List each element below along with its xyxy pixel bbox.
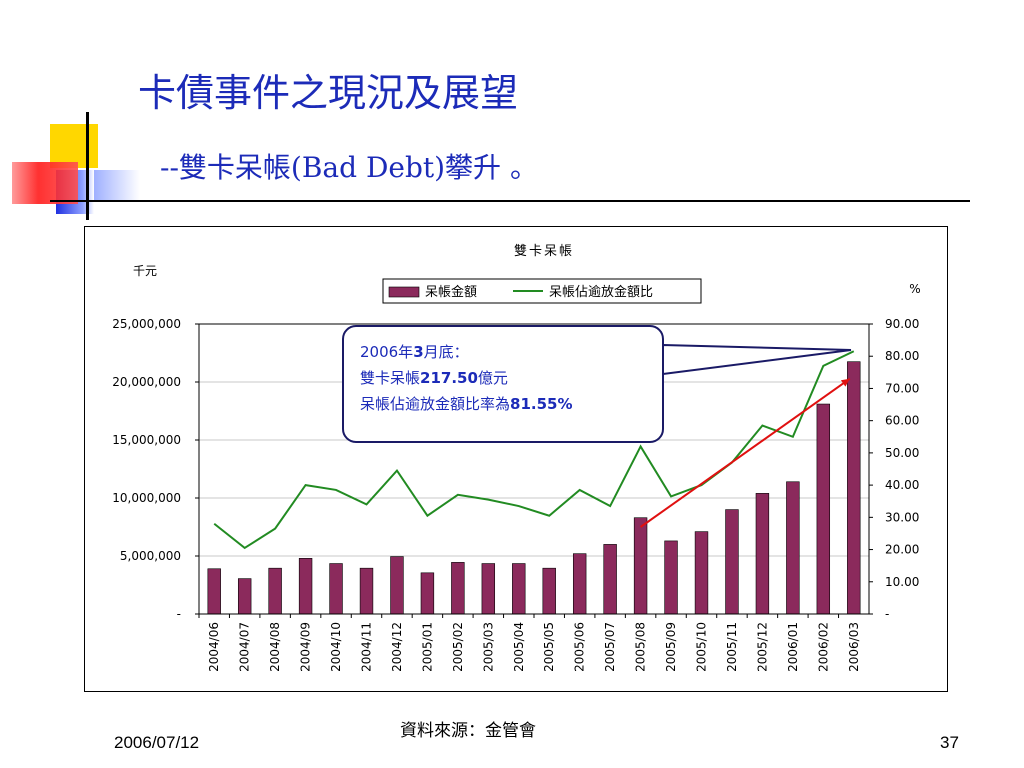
- left-tick-label: 10,000,000: [112, 491, 181, 505]
- slide-subtitle: --雙卡呆帳(Bad Debt)攀升 。: [160, 151, 538, 184]
- left-tick-label: 15,000,000: [112, 433, 181, 447]
- x-tick-label: 2005/09: [664, 622, 678, 672]
- x-tick-label: 2004/06: [207, 622, 221, 672]
- bar: [329, 563, 343, 615]
- bar: [390, 556, 404, 615]
- footer-date: 2006/07/12: [114, 733, 200, 752]
- chart-title: 雙卡呆帳: [514, 244, 574, 259]
- callout-text: 雙卡呆帳: [360, 369, 421, 387]
- source-note: 資料來源：金管會: [400, 721, 536, 741]
- left-axis-unit: 千元: [133, 264, 157, 278]
- arrow-layer: [640, 377, 851, 528]
- right-tick-label: 60.00: [885, 414, 919, 428]
- right-tick-label: 90.00: [885, 317, 919, 331]
- page-number: 37: [940, 733, 959, 752]
- chart-frame: - 5,000,000 10,000,000 15,000,000 20,000,000…: [84, 226, 948, 692]
- trend-arrow: [640, 377, 851, 528]
- right-tick-label: 70.00: [885, 381, 919, 395]
- x-tick-label: 2005/10: [695, 622, 709, 672]
- bar: [816, 403, 831, 615]
- callout-text: 2006年: [360, 343, 414, 361]
- bar: [664, 540, 678, 615]
- deco-yellow-square: [50, 124, 98, 168]
- bar: [512, 563, 526, 615]
- annotation-callout: 2006年3月底： 雙卡呆帳217.50億元 呆帳佔逾放金額比率為81.55%: [342, 325, 664, 443]
- callout-text: 81.55%: [510, 395, 573, 413]
- bar: [847, 361, 861, 615]
- legend-label-bar: 呆帳金額: [425, 284, 477, 300]
- x-tick-label: 2004/07: [238, 622, 252, 672]
- right-tick-label: -: [885, 607, 889, 621]
- x-tick-label: 2005/03: [481, 622, 495, 672]
- ratio-line: [213, 350, 855, 550]
- right-tick-label: 80.00: [885, 349, 919, 363]
- bar: [451, 562, 465, 615]
- x-tick-label: 2006/02: [816, 622, 830, 672]
- x-tick-label: 2006/03: [847, 622, 861, 672]
- line-layer: [213, 343, 855, 550]
- bar: [420, 572, 435, 615]
- tick-layer: - 5,000,000 10,000,000 15,000,000 20,000,000…: [112, 317, 919, 672]
- x-tick-label: 2005/04: [512, 622, 526, 672]
- bar: [481, 563, 496, 615]
- callout-line-ratio: 呆帳佔逾放金額比率為81.55%: [360, 391, 662, 417]
- callout-text: 月底：: [423, 343, 469, 361]
- slide-title: 卡債事件之現況及展望: [138, 71, 519, 115]
- bar: [268, 567, 282, 615]
- x-tick-label: 2005/05: [542, 622, 556, 672]
- right-tick-label: 20.00: [885, 543, 919, 557]
- x-tick-label: 2006/01: [786, 622, 800, 672]
- bar: [786, 481, 800, 615]
- x-tick-label: 2004/12: [390, 622, 404, 672]
- right-axis-unit: %: [909, 282, 920, 296]
- right-tick-label: 10.00: [885, 575, 919, 589]
- bar: [755, 493, 770, 615]
- callout-text: 呆帳佔逾放金額比率為: [360, 395, 511, 413]
- bar: [694, 531, 709, 615]
- bar: [207, 568, 221, 615]
- deco-red-square: [12, 162, 78, 204]
- x-tick-label: 2005/06: [573, 622, 587, 672]
- callout-pointer: [662, 343, 852, 376]
- left-tick-label: 5,000,000: [120, 549, 181, 563]
- x-tick-label: 2004/10: [329, 622, 343, 672]
- left-tick-label: -: [177, 607, 181, 621]
- x-tick-label: 2005/01: [420, 622, 434, 672]
- left-tick-label: 25,000,000: [112, 317, 181, 331]
- x-tick-label: 2005/07: [603, 622, 617, 672]
- callout-line-date: 2006年3月底：: [360, 339, 662, 365]
- callout-text: 3: [413, 343, 424, 361]
- bar: [633, 517, 648, 615]
- axis-layer: [195, 323, 873, 618]
- callout-text: 217.50: [420, 369, 478, 387]
- trend-arrow-head: [840, 378, 850, 387]
- bar: [725, 509, 739, 615]
- bar: [237, 578, 252, 615]
- x-tick-label: 2005/12: [755, 622, 769, 672]
- x-tick-label: 2004/09: [299, 622, 313, 672]
- deco-fade-bar: [94, 170, 140, 200]
- callout-line-amount: 雙卡呆帳217.50億元: [360, 365, 662, 391]
- x-tick-label: 2005/08: [634, 622, 648, 672]
- x-tick-label: 2004/08: [268, 622, 282, 672]
- bar: [359, 567, 374, 615]
- chart-svg: - 5,000,000 10,000,000 15,000,000 20,000,000…: [112, 244, 921, 672]
- bar: [572, 553, 587, 615]
- right-tick-label: 50.00: [885, 446, 919, 460]
- bar: [542, 567, 556, 615]
- bar: [298, 558, 313, 615]
- right-tick-label: 30.00: [885, 510, 919, 524]
- legend-swatch-bar: [388, 286, 420, 298]
- x-tick-label: 2005/11: [725, 622, 739, 672]
- right-tick-label: 40.00: [885, 478, 919, 492]
- bar: [603, 544, 617, 615]
- x-tick-label: 2004/11: [360, 622, 374, 672]
- deco-horizontal-line: [50, 200, 970, 202]
- legend-label-line: 呆帳佔逾放金額比: [549, 284, 653, 300]
- callout-text: 億元: [477, 369, 508, 387]
- x-tick-label: 2005/02: [451, 622, 465, 672]
- deco-vertical-line: [86, 112, 89, 220]
- left-tick-label: 20,000,000: [112, 375, 181, 389]
